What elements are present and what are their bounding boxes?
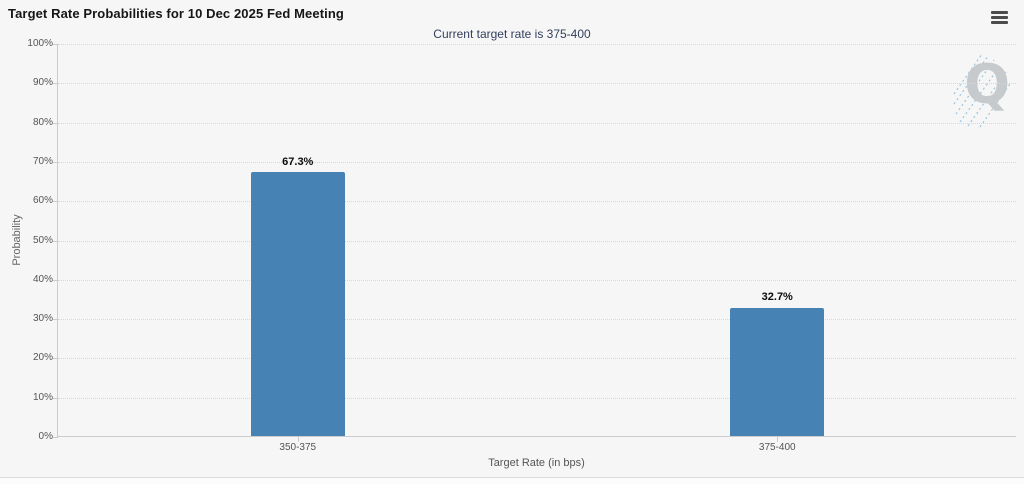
y-tick-label: 90% <box>32 77 53 89</box>
y-gridline <box>58 397 1016 399</box>
y-tick-label: 60% <box>32 195 53 207</box>
y-gridline <box>58 319 1016 321</box>
hamburger-menu-icon <box>991 10 1008 14</box>
chart-subtitle: Current target rate is 375-400 <box>433 27 591 41</box>
x-category-label: 375-400 <box>758 442 796 453</box>
y-tick-label: 40% <box>32 273 53 285</box>
x-axis-tick <box>777 437 779 442</box>
y-gridline <box>58 122 1016 124</box>
chart-title: Target Rate Probabilities for 10 Dec 202… <box>8 6 344 21</box>
y-tick-label: 10% <box>32 391 53 403</box>
y-tick-label: 50% <box>32 234 53 246</box>
y-tick-label: 80% <box>32 116 53 128</box>
y-gridline <box>58 358 1016 360</box>
y-tick-label: 30% <box>32 313 53 325</box>
y-gridline <box>58 240 1016 242</box>
y-gridline <box>58 161 1016 163</box>
y-tick-label: 20% <box>32 352 53 364</box>
chart-context-menu-button[interactable] <box>991 7 1011 27</box>
bar-value-label: 67.3% <box>282 155 314 168</box>
y-axis-tick <box>53 83 58 85</box>
y-axis-tick <box>53 437 58 438</box>
y-axis-tick <box>53 122 58 124</box>
y-gridline <box>58 201 1016 203</box>
y-gridline <box>58 279 1016 281</box>
y-axis-tick <box>53 397 58 399</box>
y-tick-label: 70% <box>32 155 53 167</box>
y-tick-label: 100% <box>27 38 53 49</box>
plot-area: Q 0% 10% 20% 30% 40% 50% 60% 70% 80% 90% 100% 67.3%… <box>27 38 1016 453</box>
quikstrike-watermark: Q <box>952 50 1014 128</box>
y-axis-tick <box>53 44 58 45</box>
y-axis-tick <box>53 161 58 163</box>
y-axis-tick <box>53 201 58 203</box>
y-gridline <box>58 83 1016 85</box>
probability-bar[interactable] <box>250 171 345 436</box>
y-gridline <box>58 44 1016 45</box>
panel-bottom-border <box>0 477 1024 484</box>
hamburger-menu-icon <box>991 15 1008 19</box>
y-axis-tick <box>53 240 58 242</box>
y-tick-label: 0% <box>38 431 53 442</box>
y-axis-tick <box>53 279 58 281</box>
bar-value-label: 32.7% <box>761 291 793 304</box>
probability-bar[interactable] <box>730 307 825 436</box>
quikstrike-q-logo: Q <box>964 53 1010 116</box>
y-axis-tick <box>53 358 58 360</box>
hamburger-menu-icon <box>991 20 1008 24</box>
watermark-hatch-lines <box>953 53 1011 128</box>
x-axis-title: Target Rate (in bps) <box>488 457 585 469</box>
x-category-label: 350-375 <box>279 442 317 453</box>
x-axis-tick <box>297 437 299 442</box>
y-axis-tick <box>53 319 58 321</box>
